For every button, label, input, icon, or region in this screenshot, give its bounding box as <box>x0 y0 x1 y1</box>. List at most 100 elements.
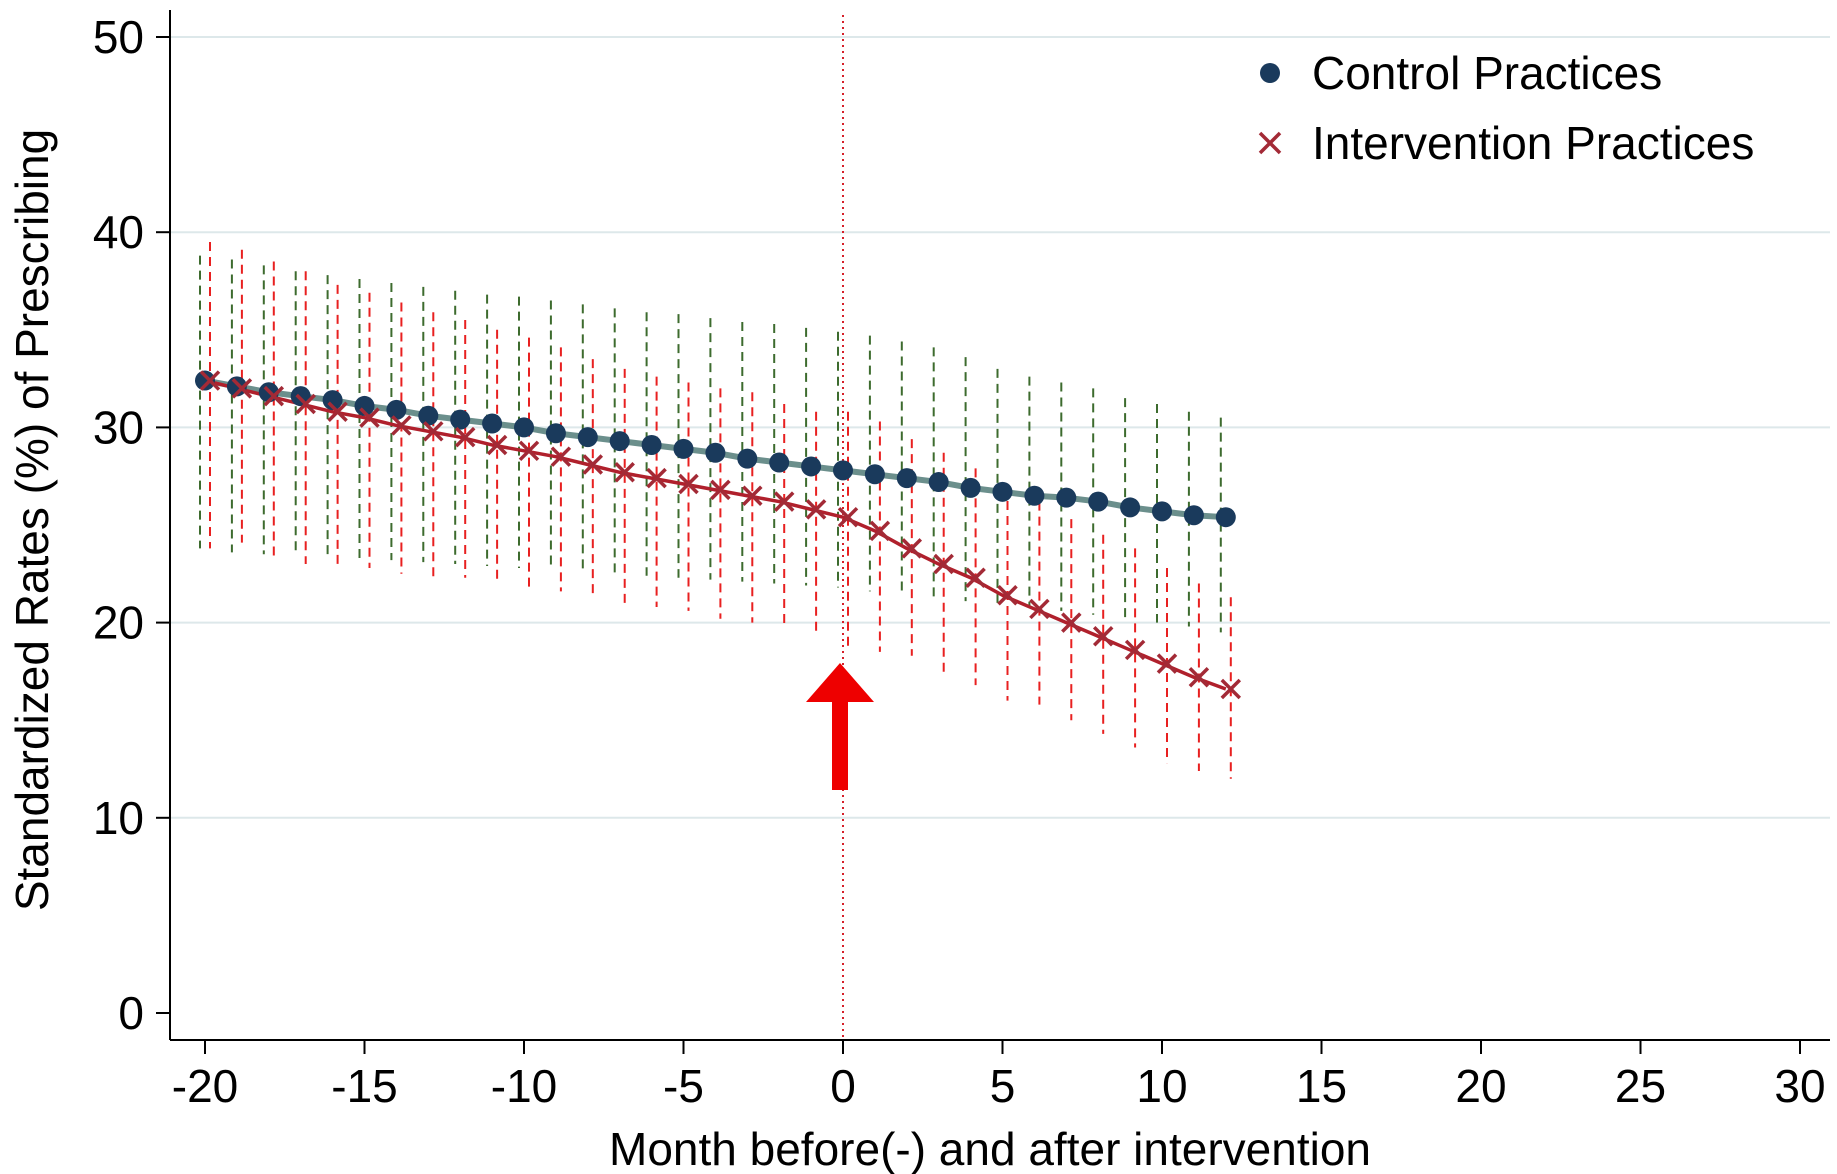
point-intervention <box>997 585 1018 606</box>
arrow-shaft <box>832 696 848 790</box>
point-intervention <box>231 378 253 399</box>
x-tick-label: 0 <box>830 1060 856 1112</box>
point-control <box>864 464 885 485</box>
point-intervention <box>614 462 635 483</box>
grid <box>170 36 1830 819</box>
point-intervention <box>710 479 731 501</box>
legend-item-intervention[interactable]: Intervention Practices <box>1258 117 1754 169</box>
point-intervention-stroke <box>997 585 1018 606</box>
point-control <box>1215 507 1236 528</box>
arrow-head <box>806 663 874 702</box>
x-tick-label: 30 <box>1774 1060 1825 1112</box>
point-intervention <box>423 421 444 442</box>
point-intervention-stroke <box>263 385 285 407</box>
point-intervention <box>837 506 859 528</box>
x-tick-label: 25 <box>1615 1060 1666 1112</box>
point-intervention-stroke <box>550 446 572 467</box>
point-intervention <box>1188 667 1210 688</box>
point-intervention-stroke <box>1188 667 1210 688</box>
x-tick-label: -5 <box>663 1060 704 1112</box>
point-control <box>322 390 343 411</box>
point-intervention-stroke <box>901 538 923 559</box>
point-control <box>896 468 917 489</box>
point-intervention-stroke <box>837 506 859 528</box>
point-intervention-stroke <box>742 485 763 506</box>
point-intervention <box>359 407 380 428</box>
legend-x-marker-icon <box>1258 131 1282 155</box>
point-control <box>450 409 471 430</box>
point-control <box>1120 497 1141 518</box>
annotation <box>806 663 874 790</box>
point-intervention <box>454 426 476 448</box>
legend-circle-marker-icon <box>1260 63 1280 83</box>
x-tick-label: -10 <box>491 1060 557 1112</box>
point-control <box>833 460 853 481</box>
point-intervention <box>1220 678 1242 700</box>
point-intervention-stroke <box>295 393 316 415</box>
point-intervention <box>1124 639 1146 661</box>
point-control <box>226 376 247 397</box>
point-intervention-stroke <box>869 520 891 542</box>
point-control <box>354 395 375 416</box>
point-intervention <box>518 440 540 462</box>
point-intervention <box>773 491 795 512</box>
point-control <box>769 452 790 473</box>
point-intervention-stroke <box>391 415 412 436</box>
y-tick-label: 10 <box>93 792 144 844</box>
point-control <box>386 399 407 420</box>
point-intervention <box>550 446 572 467</box>
point-control <box>1024 485 1045 506</box>
point-control <box>545 423 566 444</box>
point-control <box>992 481 1013 502</box>
point-intervention-stroke <box>773 491 795 512</box>
point-intervention <box>1061 612 1082 633</box>
axes: 0 10 20 30 40 50 -20 -15 -10 -5 0 5 10 15 20 25 30 <box>93 10 1830 1112</box>
point-intervention-stroke <box>1220 678 1242 700</box>
point-intervention-stroke <box>1061 612 1082 633</box>
y-axis-title: Standardized Rates (%) of Prescribing <box>6 129 58 911</box>
point-control <box>609 431 630 452</box>
point-control <box>577 427 598 448</box>
point-control <box>418 405 439 426</box>
point-control <box>290 386 311 407</box>
point-intervention <box>965 567 986 588</box>
point-intervention <box>869 520 891 542</box>
point-intervention-stroke <box>231 378 253 399</box>
point-control <box>1183 505 1204 526</box>
point-control <box>705 442 726 463</box>
point-intervention <box>199 370 221 391</box>
point-intervention-stroke <box>933 553 954 575</box>
x-tick-label: -15 <box>331 1060 397 1112</box>
point-intervention-stroke <box>454 426 476 448</box>
legend-label-intervention: Intervention Practices <box>1312 117 1754 169</box>
y-tick-label: 50 <box>93 11 144 63</box>
y-tick-label: 0 <box>118 987 144 1039</box>
point-intervention <box>486 434 508 456</box>
x-tick-label: 10 <box>1136 1060 1187 1112</box>
point-intervention-stroke <box>423 421 444 442</box>
x-tick-label: 15 <box>1296 1060 1347 1112</box>
point-intervention <box>901 538 923 559</box>
point-intervention-stroke <box>199 370 221 391</box>
point-intervention <box>1029 598 1050 620</box>
point-control <box>1056 487 1077 508</box>
point-control <box>960 477 981 498</box>
point-intervention <box>933 553 954 575</box>
point-intervention-stroke <box>646 467 667 489</box>
point-intervention <box>295 393 316 415</box>
point-intervention <box>1156 653 1178 674</box>
point-intervention <box>1092 626 1114 647</box>
point-intervention-stroke <box>614 462 635 483</box>
y-tick-label: 30 <box>93 401 144 453</box>
point-control <box>673 438 694 459</box>
point-control <box>1152 501 1172 522</box>
point-control <box>1088 491 1109 512</box>
arrow-up-icon <box>806 663 874 790</box>
point-intervention-stroke <box>1092 626 1114 647</box>
legend-item-control[interactable]: Control Practices <box>1260 47 1662 99</box>
legend: Control Practices Intervention Practices <box>1258 47 1754 169</box>
point-intervention-stroke <box>327 401 348 423</box>
point-intervention <box>805 499 827 520</box>
